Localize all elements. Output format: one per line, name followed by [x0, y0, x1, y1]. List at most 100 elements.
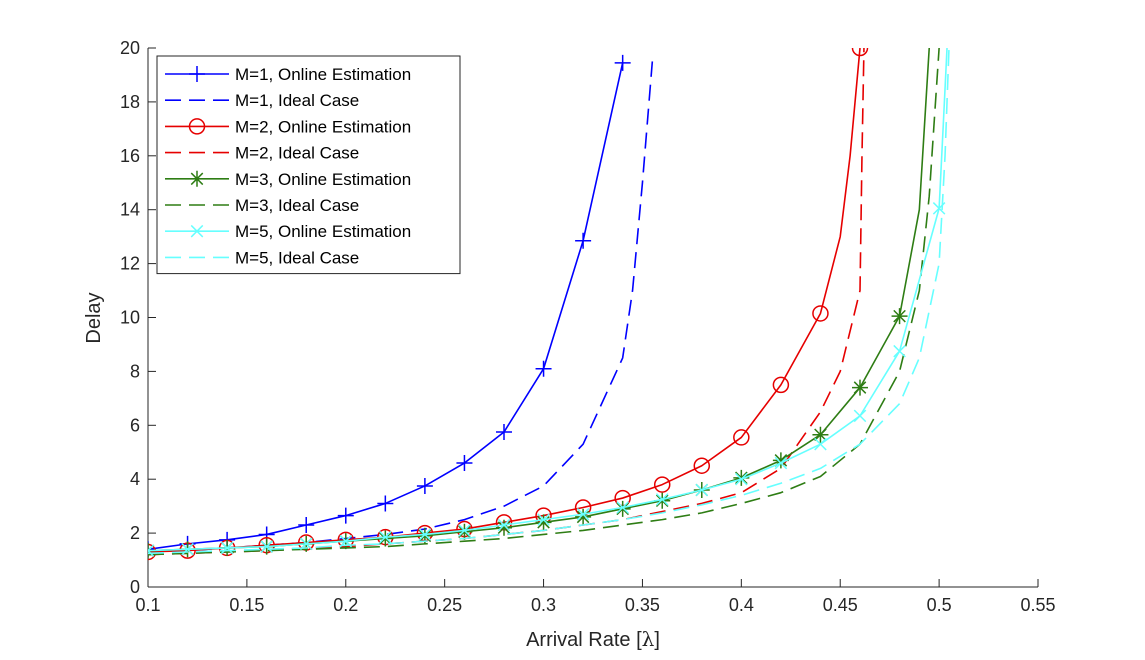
data-point [260, 540, 273, 553]
x-tick-label: 0.15 [229, 595, 264, 615]
legend-box [156, 55, 461, 275]
data-point [772, 376, 790, 394]
legend-label: M=5, Online Estimation [235, 222, 411, 241]
data-point [853, 409, 867, 423]
data-point [416, 527, 433, 544]
data-point [497, 518, 511, 532]
series-8 [148, 48, 950, 555]
data-point [893, 344, 906, 358]
data-point [496, 519, 512, 536]
data-point [814, 437, 827, 451]
data-point [614, 500, 631, 517]
legend-marker [188, 118, 206, 135]
data-point [535, 514, 552, 531]
x-axis-title-symbol: λ [642, 627, 655, 651]
series-line [148, 48, 950, 555]
legend: M=1, Online Estimation M=1, Ideal Case M=2… [156, 55, 461, 275]
x-axis-title-text: Arrival Rate [ [526, 629, 642, 651]
x-tick-label: 0.4 [729, 595, 754, 615]
data-point [456, 523, 473, 540]
x-axis-title: Arrival Rate [λ] [526, 627, 660, 651]
series-group [148, 48, 950, 561]
legend-marker [190, 224, 204, 238]
data-point [148, 544, 155, 557]
y-tick-label: 12 [120, 254, 140, 274]
legend-item: M=1, Ideal Case [165, 91, 359, 110]
data-point [852, 379, 868, 396]
data-point [654, 492, 671, 509]
legend-item: M=2, Ideal Case [165, 144, 359, 163]
data-point [576, 507, 590, 521]
legend-label: M=5, Ideal Case [235, 248, 359, 267]
series-6 [148, 48, 940, 556]
legend-label: M=3, Ideal Case [235, 196, 359, 215]
data-point [772, 452, 789, 469]
data-point [456, 455, 473, 472]
data-point [693, 457, 711, 474]
data-point [774, 456, 788, 470]
y-axis-title: Delay [83, 292, 105, 343]
data-point [575, 508, 592, 525]
legend-label: M=2, Online Estimation [235, 117, 411, 136]
data-point [148, 543, 157, 561]
legend-label: M=3, Online Estimation [235, 170, 411, 189]
legend-item: M=1, Online Estimation [165, 65, 411, 84]
x-tick-label: 0.2 [333, 595, 358, 615]
legend-marker [189, 170, 205, 187]
data-point [379, 530, 392, 544]
x-tick-label: 0.5 [927, 595, 952, 615]
data-point [733, 469, 750, 486]
legend-item: M=3, Online Estimation [165, 170, 411, 189]
y-tick-label: 16 [120, 146, 140, 166]
legend-label: M=1, Ideal Case [235, 91, 359, 110]
y-tick-label: 8 [130, 361, 140, 381]
data-point [377, 530, 394, 547]
legend-label: M=1, Online Estimation [235, 65, 411, 84]
data-point [537, 513, 550, 526]
data-point [655, 493, 669, 506]
data-point [653, 476, 671, 493]
legend-marker [189, 66, 205, 82]
data-point [733, 429, 750, 446]
data-point [377, 495, 394, 512]
y-tick-label: 6 [130, 415, 140, 435]
legend-label: M=2, Ideal Case [235, 144, 359, 163]
data-point [416, 477, 433, 494]
series-line [148, 48, 940, 556]
data-point [181, 542, 194, 556]
y-tick-label: 20 [120, 38, 140, 58]
tick-labels: 0.1 0.15 0.2 0.25 0.3 0.35 0.4 0.45 0.5 0.55 0 2 4 6 8… [120, 38, 1056, 615]
x-axis-title-suffix: ] [654, 629, 660, 651]
y-tick-label: 4 [130, 469, 140, 489]
y-tick-label: 0 [130, 577, 140, 597]
y-tick-label: 2 [130, 523, 140, 543]
x-tick-label: 0.3 [531, 595, 556, 615]
data-point [614, 54, 631, 71]
data-point [220, 541, 234, 555]
data-point [891, 308, 908, 325]
y-tick-label: 14 [120, 200, 140, 220]
y-tick-label: 10 [120, 308, 140, 328]
data-point [418, 528, 432, 541]
legend-item: M=5, Ideal Case [165, 248, 359, 267]
axes [147, 47, 1039, 588]
x-tick-label: 0.55 [1020, 595, 1055, 615]
legend-item: M=5, Online Estimation [165, 222, 411, 241]
data-point [616, 501, 629, 514]
x-tick-label: 0.45 [823, 595, 858, 615]
data-point [458, 524, 471, 537]
data-point [496, 424, 512, 441]
data-point [812, 426, 829, 443]
data-point [812, 305, 829, 322]
legend-item: M=3, Ideal Case [165, 196, 359, 215]
data-point [851, 48, 869, 57]
data-point [695, 483, 709, 497]
data-point [148, 541, 156, 558]
data-point [298, 517, 315, 534]
data-point [337, 507, 354, 524]
x-tick-label: 0.35 [625, 595, 660, 615]
data-point [735, 472, 748, 486]
series-7 [148, 48, 948, 557]
y-tick-label: 18 [120, 92, 140, 112]
